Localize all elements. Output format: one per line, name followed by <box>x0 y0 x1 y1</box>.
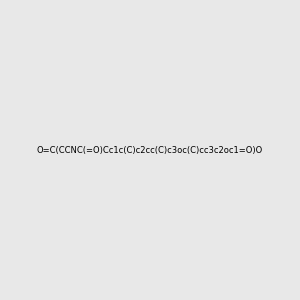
Text: O=C(CCNC(=O)Cc1c(C)c2cc(C)c3oc(C)cc3c2oc1=O)O: O=C(CCNC(=O)Cc1c(C)c2cc(C)c3oc(C)cc3c2oc… <box>37 146 263 154</box>
